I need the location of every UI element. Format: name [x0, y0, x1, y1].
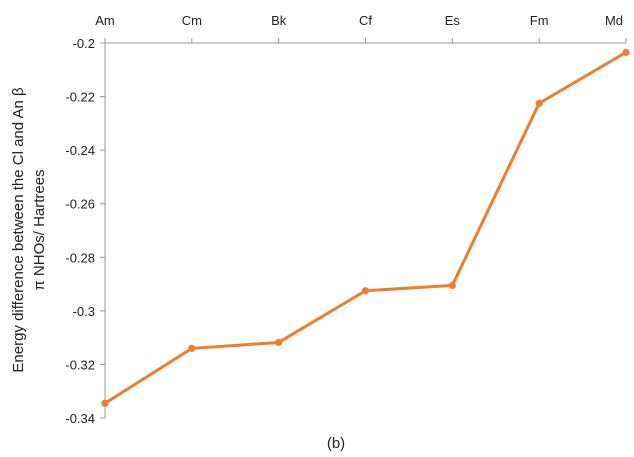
- y-tick-label: -0.24: [65, 143, 95, 158]
- y-tick-label: -0.3: [73, 304, 95, 319]
- x-tick-label: Bk: [271, 13, 287, 28]
- data-point: [188, 344, 196, 352]
- data-point: [535, 99, 543, 107]
- y-tick-label: -0.28: [65, 250, 95, 265]
- x-tick-marks: [104, 38, 627, 43]
- data-point: [448, 281, 456, 290]
- data-point: [101, 399, 109, 407]
- data-points: [101, 48, 630, 407]
- figure-caption: (b): [327, 435, 345, 452]
- x-tick-label: Am: [95, 13, 115, 28]
- y-tick-label: -0.22: [65, 90, 95, 105]
- y-axis-title-line2: π NHOs/ Hartrees: [31, 169, 48, 290]
- y-tick-label: -0.32: [65, 357, 95, 372]
- x-tick-label: Es: [445, 13, 461, 28]
- y-axis-title-line1: Energy difference between the Cl and An …: [10, 87, 27, 373]
- y-tick-label: -0.2: [73, 36, 95, 51]
- data-point: [622, 48, 630, 56]
- y-tick-label: -0.26: [65, 197, 95, 212]
- data-point: [361, 287, 370, 295]
- y-tick-label: -0.34: [65, 411, 95, 426]
- y-tick-marks: [100, 42, 105, 419]
- x-tick-label: Md: [605, 13, 623, 28]
- data-point: [275, 338, 283, 347]
- series-line: [104, 51, 627, 405]
- x-tick-label: Cf: [359, 13, 372, 28]
- x-tick-label: Fm: [530, 13, 549, 28]
- x-tick-labels: Am Cm Bk Cf Es Fm Md: [95, 13, 623, 28]
- y-tick-labels: -0.2 -0.22 -0.24 -0.26 -0.28 -0.3 -0.32 -0.34: [65, 36, 95, 426]
- x-tick-label: Cm: [182, 13, 202, 28]
